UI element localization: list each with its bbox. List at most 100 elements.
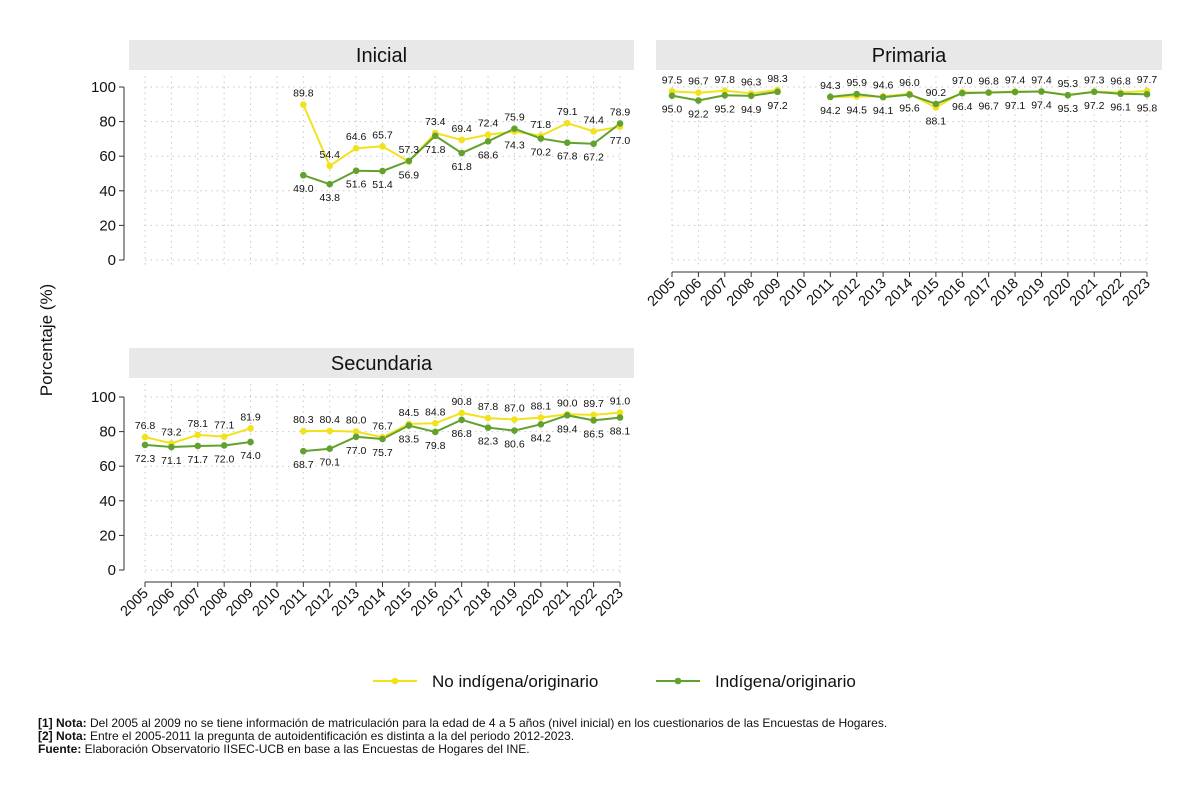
panel-secundaria: Secundaria020406080100200520062007200820… xyxy=(91,348,634,620)
data-label-no-indigena: 56.9 xyxy=(399,170,420,182)
point-indigena xyxy=(484,138,492,145)
data-label-indigena: 94.1 xyxy=(873,105,894,117)
data-label-indigena: 70.2 xyxy=(531,147,552,159)
data-label-indigena: 74.0 xyxy=(240,450,261,462)
y-tick-label: 0 xyxy=(108,562,116,579)
data-label-indigena: 71.7 xyxy=(188,454,209,466)
point-no-indigena xyxy=(379,143,386,150)
data-label-no-indigena: 97.4 xyxy=(1005,74,1026,86)
x-tick-label: 2011 xyxy=(277,586,310,619)
data-label-no-indigena: 95.3 xyxy=(1058,78,1079,90)
x-tick-label: 2009 xyxy=(750,276,784,310)
panel-header xyxy=(129,348,634,378)
data-label-no-indigena: 97.8 xyxy=(715,74,736,86)
y-tick-label: 20 xyxy=(99,527,116,544)
data-label-indigena: 95.3 xyxy=(1058,103,1079,115)
point-indigena xyxy=(563,412,571,419)
point-indigena xyxy=(774,88,781,96)
x-tick-label: 2017 xyxy=(961,276,995,310)
x-tick-label: 2018 xyxy=(988,276,1022,310)
data-label-no-indigena: 94.5 xyxy=(847,105,868,117)
data-label-indigena: 96.8 xyxy=(978,76,999,88)
y-tick-label: 80 xyxy=(99,114,116,131)
data-label-no-indigena: 80.3 xyxy=(293,414,314,426)
data-label-indigena: 96.1 xyxy=(1110,102,1131,114)
data-label-indigena: 86.8 xyxy=(451,428,472,440)
x-tick-label: 2019 xyxy=(1014,276,1048,310)
data-label-no-indigena: 88.1 xyxy=(531,401,552,413)
x-tick-label: 2013 xyxy=(856,276,890,310)
data-label-no-indigena: 84.5 xyxy=(399,407,420,419)
point-no-indigena xyxy=(326,162,334,170)
legend-marker-indigena xyxy=(674,677,682,685)
point-indigena xyxy=(379,435,386,443)
x-tick-label: 2012 xyxy=(302,586,336,620)
point-indigena xyxy=(906,91,913,98)
data-label-indigena: 83.5 xyxy=(399,434,420,446)
point-indigena xyxy=(537,421,545,428)
data-label-indigena: 90.2 xyxy=(926,87,947,99)
point-no-indigena xyxy=(247,425,254,432)
x-tick-label: 2022 xyxy=(566,586,600,620)
point-indigena xyxy=(379,167,386,175)
data-label-no-indigena: 80.0 xyxy=(346,415,367,427)
point-no-indigena xyxy=(300,101,307,108)
y-tick-label: 20 xyxy=(99,217,116,234)
data-label-no-indigena: 77.1 xyxy=(214,420,235,432)
data-label-no-indigena: 94.6 xyxy=(873,79,894,91)
point-indigena xyxy=(879,93,887,101)
data-label-no-indigena: 81.9 xyxy=(240,411,261,423)
data-label-indigena: 72.3 xyxy=(135,453,156,465)
y-tick-label: 60 xyxy=(99,458,116,475)
point-no-indigena xyxy=(352,144,360,152)
point-indigena xyxy=(300,447,307,455)
data-label-no-indigena: 96.3 xyxy=(741,76,762,88)
point-indigena xyxy=(511,125,518,132)
point-no-indigena xyxy=(326,427,334,435)
data-label-no-indigena: 73.4 xyxy=(425,116,446,128)
point-no-indigena xyxy=(220,433,228,440)
data-label-indigena: 78.9 xyxy=(610,107,631,119)
data-label-indigena: 89.4 xyxy=(557,423,578,435)
point-no-indigena xyxy=(300,427,307,435)
data-label-indigena: 77.0 xyxy=(346,445,367,457)
data-label-no-indigena: 98.3 xyxy=(767,73,788,85)
x-tick-label: 2018 xyxy=(461,586,495,620)
x-tick-label: 2019 xyxy=(487,586,521,620)
point-indigena xyxy=(458,416,465,424)
point-no-indigena xyxy=(431,419,439,427)
point-indigena xyxy=(747,92,755,100)
data-label-indigena: 70.1 xyxy=(320,457,341,469)
data-label-no-indigena: 90.8 xyxy=(451,396,472,408)
data-label-no-indigena: 74.3 xyxy=(504,139,525,151)
panel-title: Inicial xyxy=(356,45,407,67)
point-indigena xyxy=(141,441,149,449)
data-label-indigena: 97.2 xyxy=(767,100,788,112)
legend-label-indigena: Indígena/originario xyxy=(715,672,856,691)
point-indigena xyxy=(220,442,228,449)
data-label-no-indigena: 96.7 xyxy=(688,76,709,88)
data-label-no-indigena: 97.7 xyxy=(1137,74,1158,86)
source-text: Elaboración Observatorio IISEC-UCB en ba… xyxy=(81,742,530,756)
data-label-indigena: 79.8 xyxy=(425,440,446,452)
note-1-text: Del 2005 al 2009 no se tiene información… xyxy=(86,716,888,730)
point-indigena xyxy=(1143,90,1151,98)
point-indigena xyxy=(827,93,834,101)
point-indigena xyxy=(247,438,254,446)
data-label-indigena: 95.2 xyxy=(715,103,736,115)
point-indigena xyxy=(1038,88,1045,95)
point-indigena xyxy=(352,433,360,441)
x-tick-label: 2012 xyxy=(829,276,863,310)
x-tick-label: 2010 xyxy=(250,586,284,620)
data-label-no-indigena: 96.0 xyxy=(899,77,920,89)
data-label-no-indigena: 76.8 xyxy=(135,420,156,432)
x-tick-label: 2006 xyxy=(671,276,705,310)
point-indigena xyxy=(405,157,413,165)
data-label-no-indigena: 65.7 xyxy=(372,129,393,141)
point-indigena xyxy=(326,445,334,453)
x-tick-label: 2022 xyxy=(1093,276,1127,310)
data-label-no-indigena: 71.8 xyxy=(531,119,552,131)
x-tick-label: 2021 xyxy=(1067,276,1101,310)
data-label-indigena: 95.0 xyxy=(662,104,683,116)
data-label-indigena: 96.4 xyxy=(952,101,973,113)
